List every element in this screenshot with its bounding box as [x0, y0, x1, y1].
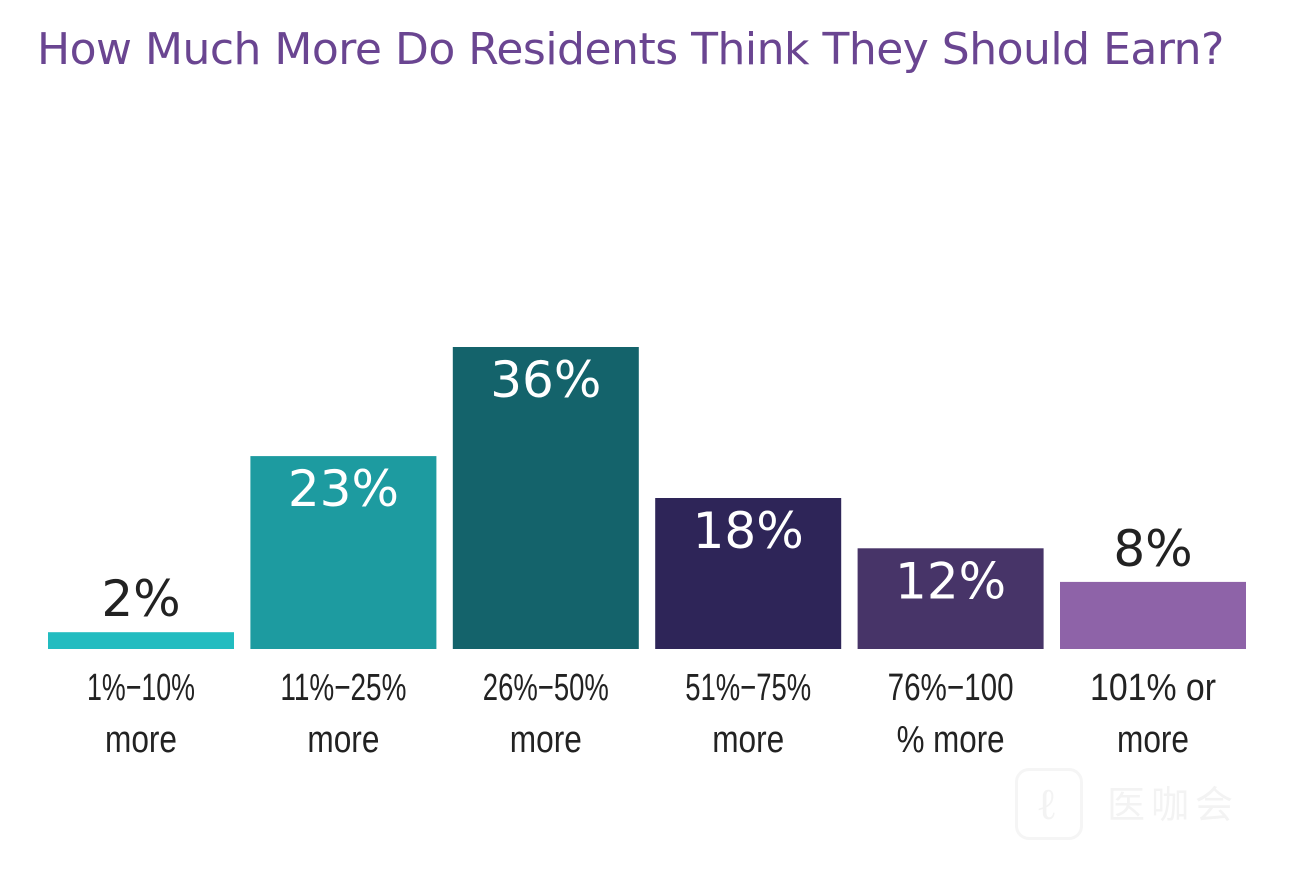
category-label-5-line-1: 76%−100	[888, 667, 1014, 709]
bar-1	[48, 632, 234, 649]
value-label-6: 8%	[1113, 520, 1192, 578]
bar-2	[250, 456, 437, 649]
value-label-2: 23%	[288, 460, 399, 518]
value-label-4: 18%	[693, 502, 804, 560]
category-label-6-line-1: 101% or	[1090, 667, 1216, 709]
category-label-5-line-2: % more	[897, 719, 1005, 761]
value-label-5: 12%	[895, 552, 1006, 610]
category-label-2-line-1: 11%−25%	[280, 667, 406, 709]
bar-3	[452, 347, 639, 649]
watermark: ℓ 医咖会	[1015, 768, 1265, 848]
chart-title: How Much More Do Residents Think They Sh…	[37, 24, 1224, 75]
bar-5	[857, 548, 1044, 649]
category-label-1-line-1: 1%−10%	[87, 667, 195, 709]
bar-6	[1060, 581, 1246, 649]
category-label-6-line-2: more	[1117, 719, 1189, 761]
category-label-3-line-2: more	[510, 719, 582, 761]
category-label-3-line-1: 26%−50%	[483, 667, 609, 709]
category-label-1-line-2: more	[105, 719, 177, 761]
category-label-2-line-2: more	[307, 719, 379, 761]
category-label-4-line-1: 51%−75%	[685, 667, 811, 709]
bar-4	[655, 498, 842, 649]
watermark-text: 医咖会	[1107, 783, 1240, 827]
yikahui-logo-icon: ℓ	[1015, 768, 1083, 840]
value-label-3: 36%	[490, 351, 601, 409]
value-label-1: 2%	[101, 570, 180, 628]
category-label-4-line-2: more	[712, 719, 784, 761]
